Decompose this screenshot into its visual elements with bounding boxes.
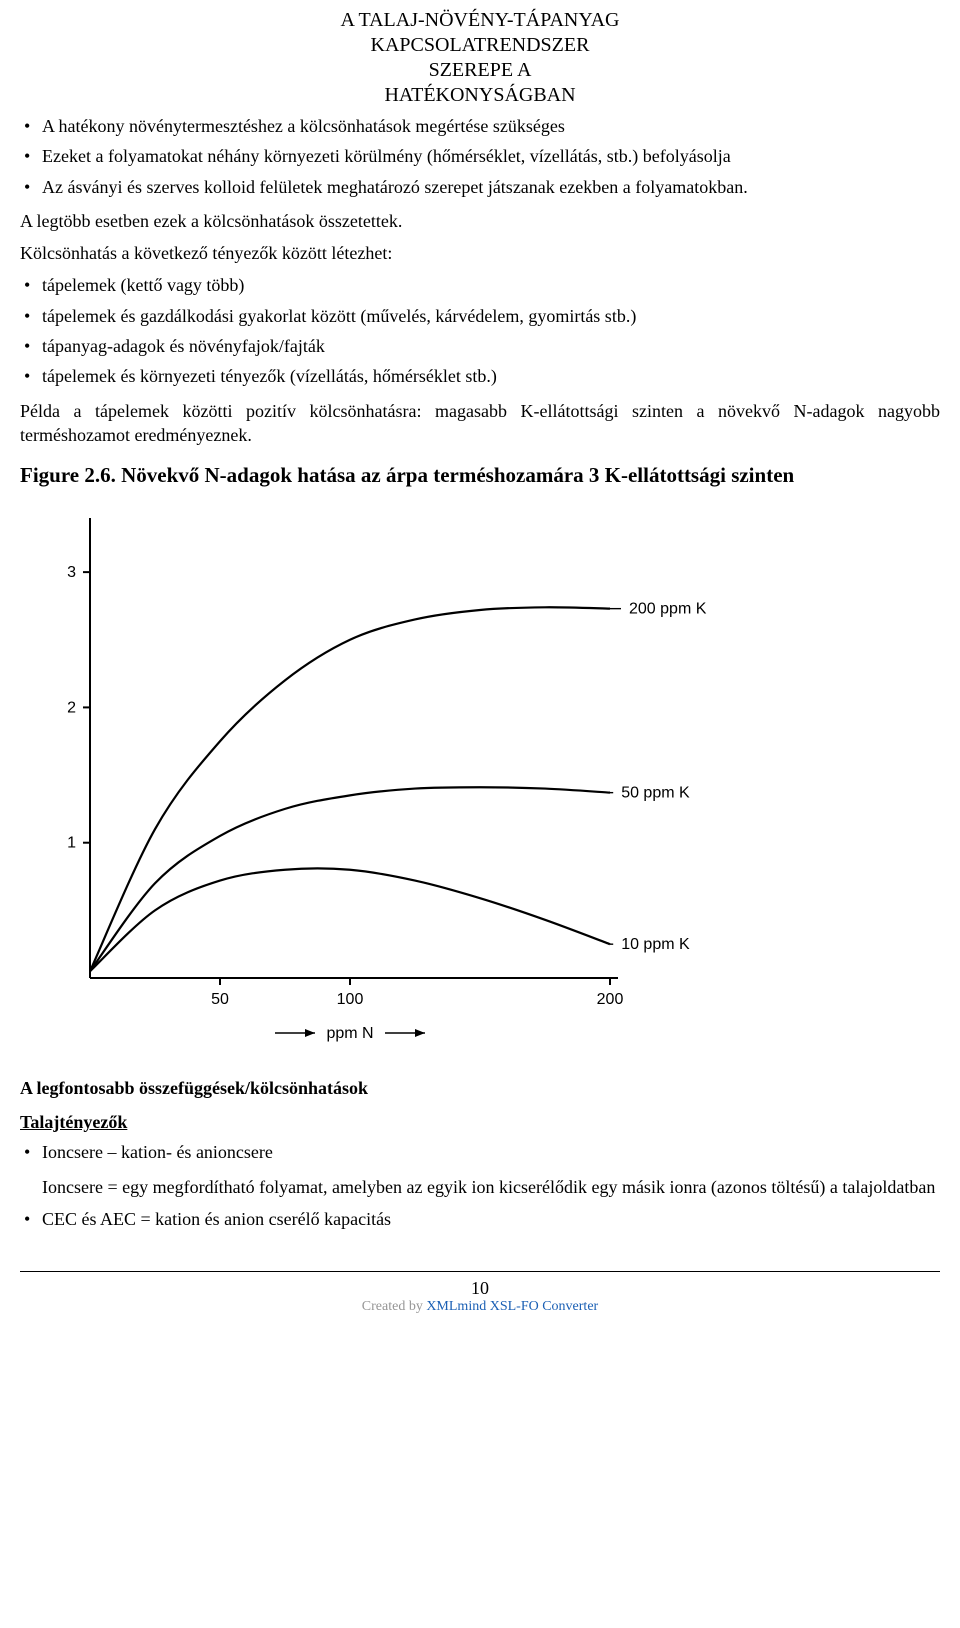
page-number: 10 [20,1278,940,1299]
paragraph: A legtöbb esetben ezek a kölcsönhatások … [20,209,940,233]
list-item-text: Ioncsere – kation- és anioncsere [42,1142,273,1162]
list-item-subtext: Ioncsere = egy megfordítható folyamat, a… [42,1175,940,1199]
list-item: tápelemek (kettő vagy több) [20,273,940,297]
svg-text:50 ppm K: 50 ppm K [621,784,690,801]
paragraph: Kölcsönhatás a következő tényezők között… [20,241,940,265]
svg-text:ppm N: ppm N [326,1025,373,1042]
list-item: tápelemek és gazdálkodási gyakorlat közö… [20,304,940,328]
footer-credit-link: XMLmind XSL-FO Converter [426,1299,598,1314]
header-line-3: SZEREPE A [20,58,940,83]
svg-text:50: 50 [211,991,229,1008]
svg-text:200 ppm K: 200 ppm K [629,600,707,617]
header-line-1: A TALAJ-NÖVÉNY-TÁPANYAG [20,8,940,33]
list-item: Ioncsere – kation- és anioncsere Ioncser… [20,1140,940,1199]
list-item: Ezeket a folyamatokat néhány környezeti … [20,144,940,168]
list-item: CEC és AEC = kation és anion cserélő kap… [20,1207,940,1231]
page-footer: 10 Created by XMLmind XSL-FO Converter [20,1271,940,1315]
figure-caption: Figure 2.6. Növekvő N-adagok hatása az á… [20,461,940,489]
footer-credit: Created by XMLmind XSL-FO Converter [20,1299,940,1315]
section-heading: A legfontosabb összefüggések/kölcsönhatá… [20,1076,940,1100]
low-bullet-list: Ioncsere – kation- és anioncsere Ioncser… [20,1140,940,1231]
mid-bullet-list: tápelemek (kettő vagy több) tápelemek és… [20,273,940,388]
header-line-4: HATÉKONYSÁGBAN [20,83,940,108]
svg-text:10 ppm K: 10 ppm K [621,936,690,953]
list-item: A hatékony növénytermesztéshez a kölcsön… [20,114,940,138]
paragraph: Példa a tápelemek közötti pozitív kölcsö… [20,399,940,448]
figure-chart: 1 2 3 50 100 200 ppm N 200 ppm K 50 ppm K 10 ppm … [20,498,780,1058]
svg-text:100: 100 [337,991,364,1008]
list-item: tápanyag-adagok és növényfajok/fajták [20,334,940,358]
svg-text:1: 1 [67,834,76,851]
page-header: A TALAJ-NÖVÉNY-TÁPANYAG KAPCSOLATRENDSZE… [20,8,940,108]
footer-credit-prefix: Created by [362,1299,427,1314]
svg-text:2: 2 [67,699,76,716]
header-line-2: KAPCSOLATRENDSZER [20,33,940,58]
sub-heading: Talajtényezők [20,1110,940,1134]
svg-text:3: 3 [67,564,76,581]
list-item: Az ásványi és szerves kolloid felületek … [20,175,940,199]
list-item: tápelemek és környezeti tényezők (vízell… [20,364,940,388]
top-bullet-list: A hatékony növénytermesztéshez a kölcsön… [20,114,940,199]
svg-text:200: 200 [597,991,624,1008]
